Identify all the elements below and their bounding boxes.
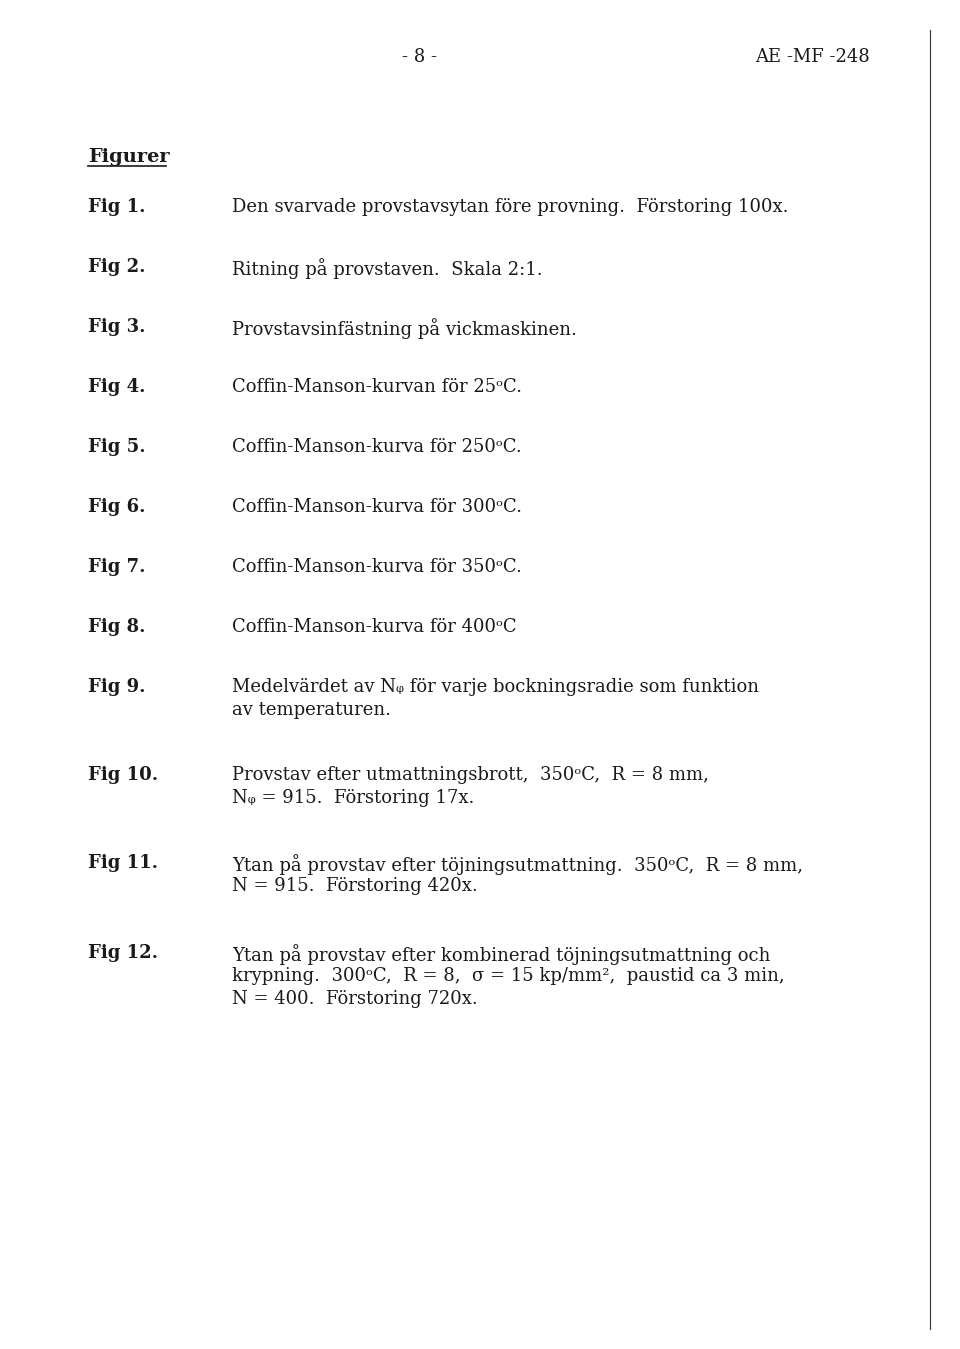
Text: Coffin-Manson-kurva för 400ᵒC: Coffin-Manson-kurva för 400ᵒC [232,618,516,635]
Text: krypning.  300ᵒC,  R = 8,  σ = 15 kp/mm²,  paustid ca 3 min,: krypning. 300ᵒC, R = 8, σ = 15 kp/mm², p… [232,967,784,985]
Text: Den svarvade provstavsytan före provning.  Förstoring 100x.: Den svarvade provstavsytan före provning… [232,198,788,216]
Text: Fig 9.: Fig 9. [88,679,146,696]
Text: Fig 11.: Fig 11. [88,854,158,871]
Text: N = 400.  Förstoring 720x.: N = 400. Förstoring 720x. [232,990,478,1008]
Text: Fig 2.: Fig 2. [88,258,146,277]
Text: Medelvärdet av Nᵩ för varje bockningsradie som funktion: Medelvärdet av Nᵩ för varje bockningsrad… [232,679,759,696]
Text: AE -MF -248: AE -MF -248 [756,49,870,66]
Text: Coffin-Manson-kurva för 250ᵒC.: Coffin-Manson-kurva för 250ᵒC. [232,438,521,456]
Text: Nᵩ = 915.  Förstoring 17x.: Nᵩ = 915. Förstoring 17x. [232,789,474,807]
Text: - 8 -: - 8 - [402,49,438,66]
Text: Coffin-Manson-kurva för 350ᵒC.: Coffin-Manson-kurva för 350ᵒC. [232,558,522,576]
Text: Fig 8.: Fig 8. [88,618,146,635]
Text: Fig 6.: Fig 6. [88,498,146,517]
Text: N = 915.  Förstoring 420x.: N = 915. Förstoring 420x. [232,877,478,894]
Text: Provstavsinfästning på vickmaskinen.: Provstavsinfästning på vickmaskinen. [232,318,577,339]
Text: Fig 7.: Fig 7. [88,558,146,576]
Text: Provstav efter utmattningsbrott,  350ᵒC,  R = 8 mm,: Provstav efter utmattningsbrott, 350ᵒC, … [232,766,708,784]
Text: Ytan på provstav efter töjningsutmattning.  350ᵒC,  R = 8 mm,: Ytan på provstav efter töjningsutmattnin… [232,854,803,876]
Text: Fig 1.: Fig 1. [88,198,146,216]
Text: Fig 4.: Fig 4. [88,378,146,397]
Text: Fig 12.: Fig 12. [88,944,158,962]
Text: Fig 5.: Fig 5. [88,438,146,456]
Text: Figurer: Figurer [88,148,170,166]
Text: av temperaturen.: av temperaturen. [232,701,391,719]
Text: Coffin-Manson-kurvan för 25ᵒC.: Coffin-Manson-kurvan för 25ᵒC. [232,378,522,397]
Text: Fig 3.: Fig 3. [88,318,146,336]
Text: Fig 10.: Fig 10. [88,766,158,784]
Text: Ritning på provstaven.  Skala 2:1.: Ritning på provstaven. Skala 2:1. [232,258,542,279]
Text: Coffin-Manson-kurva för 300ᵒC.: Coffin-Manson-kurva för 300ᵒC. [232,498,522,517]
Text: Ytan på provstav efter kombinerad töjningsutmattning och: Ytan på provstav efter kombinerad töjnin… [232,944,770,965]
